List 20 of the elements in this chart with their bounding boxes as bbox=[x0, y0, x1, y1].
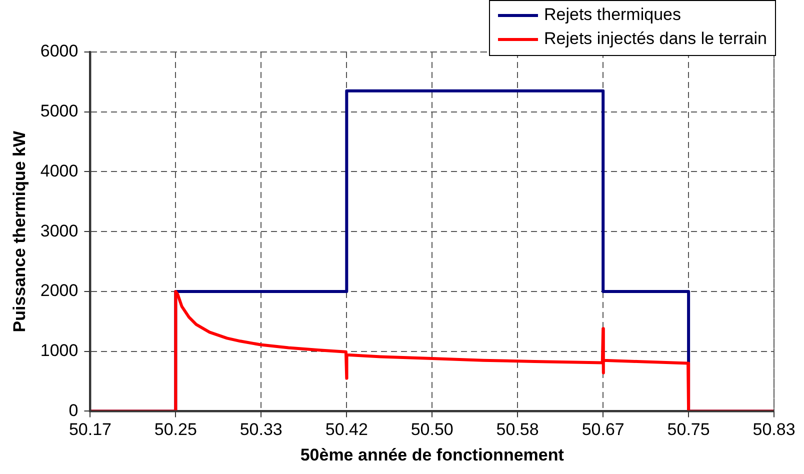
y-axis-title: Puissance thermique kW bbox=[10, 130, 29, 332]
y-tick-label: 6000 bbox=[40, 42, 78, 61]
x-tick-label: 50.42 bbox=[325, 420, 368, 440]
x-axis-title: 50ème année de fonctionnement bbox=[300, 445, 564, 464]
x-tick-label: 50.75 bbox=[667, 420, 710, 440]
y-tick-label: 1000 bbox=[40, 341, 78, 360]
y-tick-label: 2000 bbox=[40, 281, 78, 300]
legend-label: Rejets injectés dans le terrain bbox=[544, 28, 767, 50]
x-tick-label: 50.67 bbox=[582, 420, 624, 440]
x-tick-label: 50.17 bbox=[68, 420, 112, 440]
x-tick-label: 50.50 bbox=[410, 420, 454, 440]
y-tick-label: 3000 bbox=[40, 221, 78, 240]
y-tick-label: 4000 bbox=[40, 161, 78, 180]
legend-label: Rejets thermiques bbox=[544, 4, 681, 26]
x-tick-label: 50.33 bbox=[240, 420, 282, 440]
x-tick-label: 50.83 bbox=[752, 420, 796, 440]
x-tick-label: 50.25 bbox=[154, 420, 197, 440]
x-tick-label: 50.58 bbox=[496, 420, 539, 440]
y-tick-label: 0 bbox=[68, 400, 78, 420]
y-tick-label: 5000 bbox=[40, 102, 78, 121]
